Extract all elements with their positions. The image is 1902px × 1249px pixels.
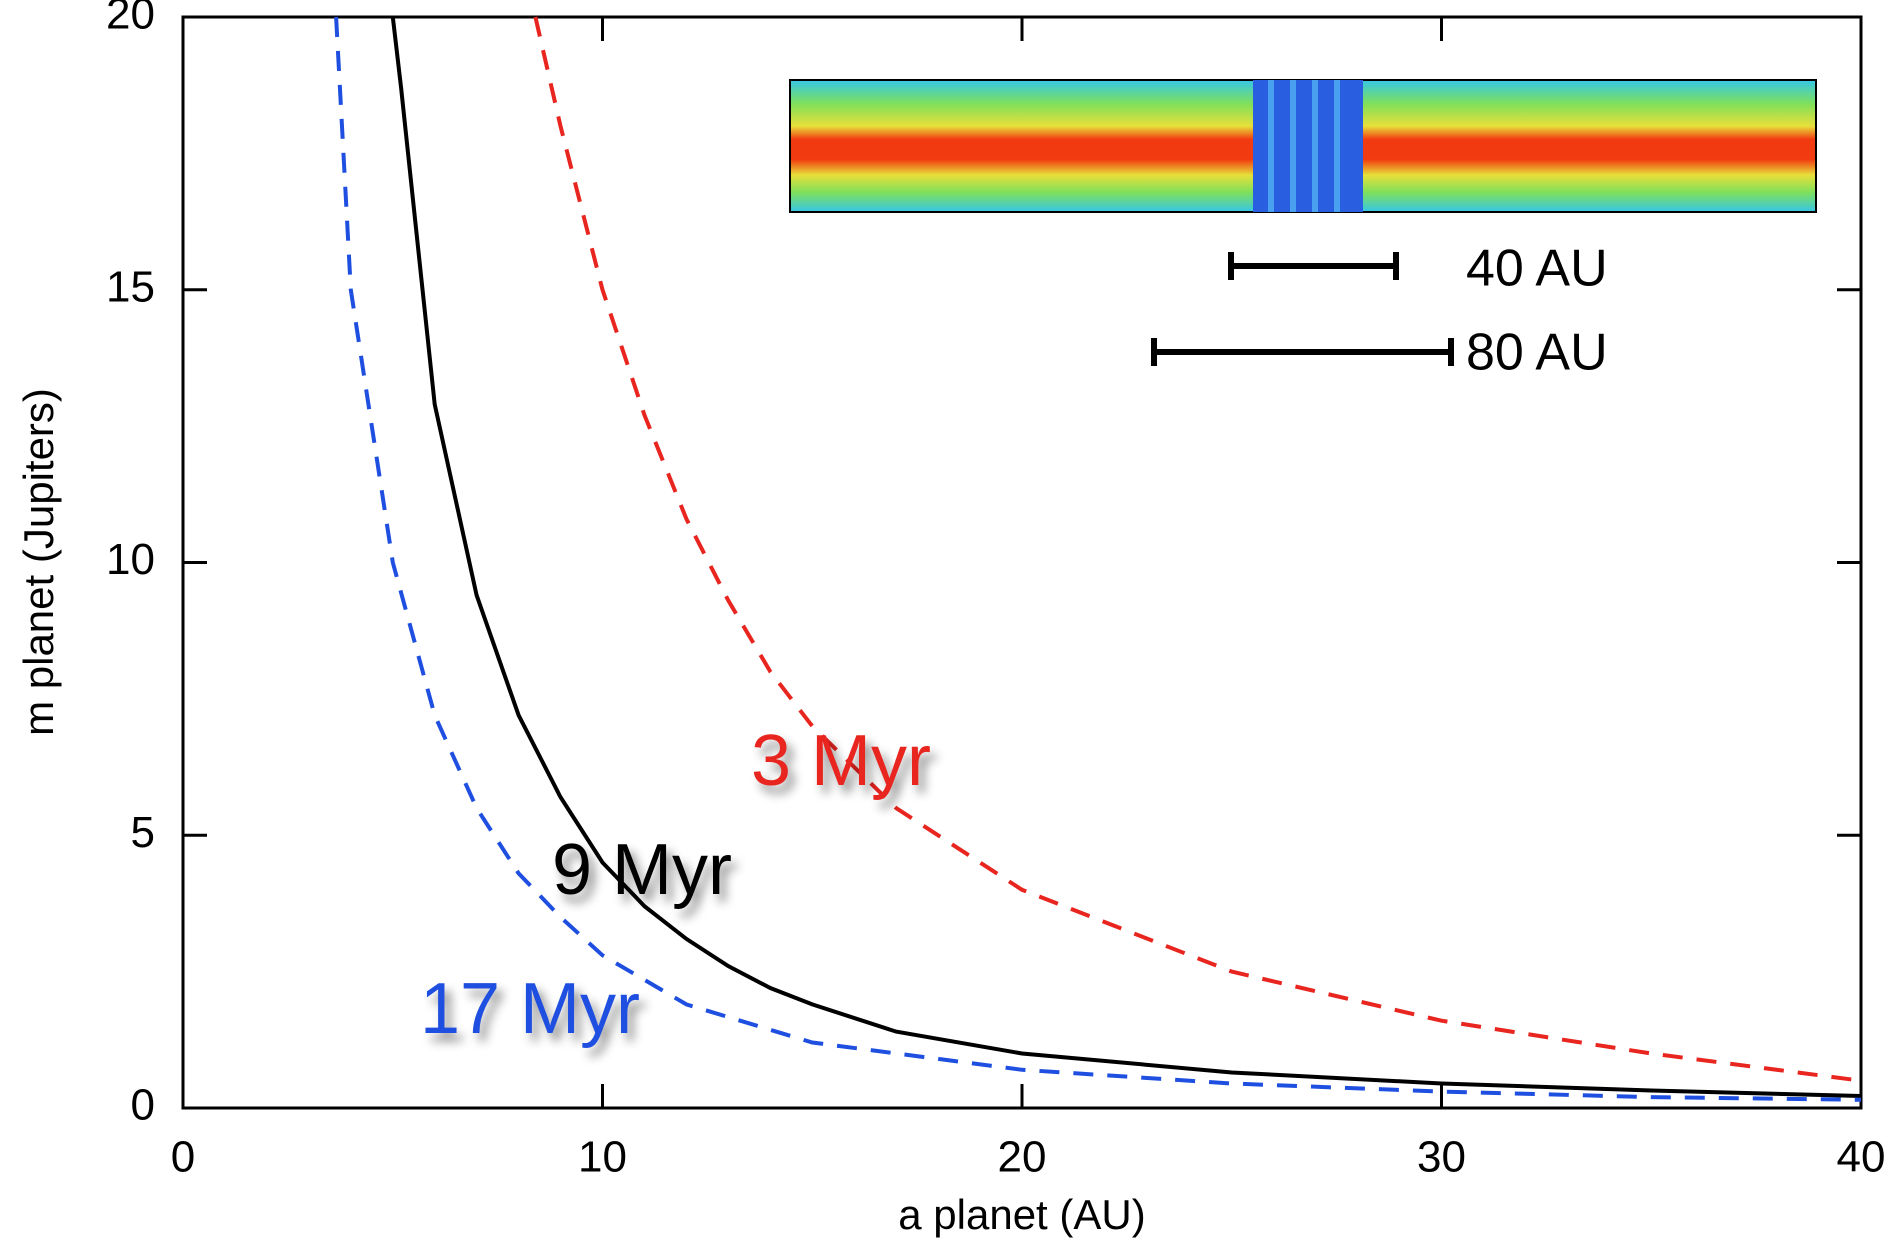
x-tick-label: 20 bbox=[998, 1133, 1047, 1182]
x-tick-label: 40 bbox=[1837, 1133, 1886, 1182]
y-tick-label: 20 bbox=[106, 0, 155, 39]
scale-label: 40 AU bbox=[1466, 240, 1608, 298]
scale-label: 80 AU bbox=[1466, 324, 1608, 382]
y-tick-label: 5 bbox=[131, 808, 155, 857]
y-tick-label: 15 bbox=[106, 262, 155, 311]
inset-image bbox=[789, 79, 1817, 213]
x-tick-label: 10 bbox=[578, 1133, 627, 1182]
plot-frame bbox=[181, 15, 1863, 1110]
y-tick-label: 10 bbox=[106, 535, 155, 584]
line bbox=[334, 16, 1862, 1102]
series-label: 17 Myr bbox=[420, 969, 640, 1049]
line bbox=[390, 16, 1862, 1098]
y-axis-title: m planet (Jupiters) bbox=[15, 388, 62, 736]
line bbox=[533, 16, 1862, 1083]
x-axis-title: a planet (AU) bbox=[898, 1191, 1145, 1238]
series-label: 3 Myr bbox=[751, 721, 931, 801]
y-tick-label: 0 bbox=[131, 1081, 155, 1130]
series-label: 9 Myr bbox=[552, 830, 732, 910]
scale-bar bbox=[1151, 252, 1454, 366]
x-tick-label: 0 bbox=[171, 1133, 195, 1182]
x-tick-label: 30 bbox=[1417, 1133, 1466, 1182]
